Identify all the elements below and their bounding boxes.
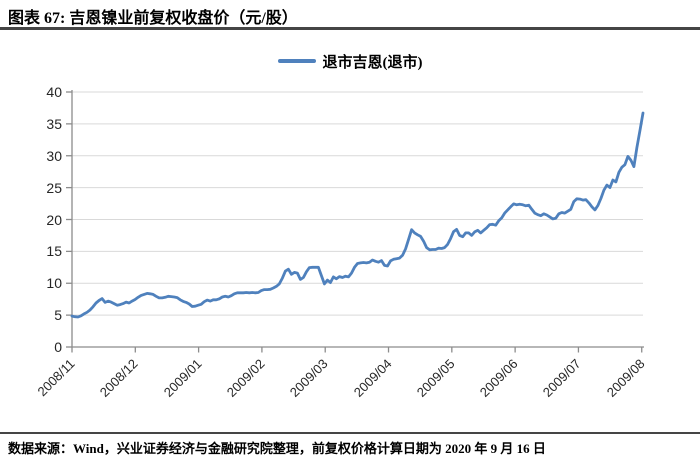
y-axis-tick-label: 15: [46, 243, 62, 260]
axes: [66, 90, 644, 353]
y-axis-tick-label: 25: [46, 179, 62, 196]
chart-legend: 退市吉恩(退市): [0, 51, 700, 71]
source-divider-rule: [0, 432, 700, 434]
y-axis-tick-label: 30: [46, 147, 62, 164]
y-axis-tick-label: 10: [46, 275, 62, 292]
gridlines: [72, 91, 643, 316]
y-axis-tick-label: 0: [54, 339, 62, 355]
price-line-series: [70, 111, 645, 319]
source-note: 数据来源：Wind，兴业证券经济与金融研究院整理，前复权价格计算日期为 2020…: [8, 441, 546, 456]
page-title: 图表 67: 吉恩镍业前复权收盘价（元/股）: [8, 10, 298, 27]
y-axis-tick-label: 5: [54, 307, 62, 324]
y-axis-tick-label: 20: [46, 211, 62, 228]
y-axis-tick-label: 35: [46, 115, 62, 132]
legend-series-label: 退市吉恩(退市): [322, 54, 423, 71]
title-divider-rule: [0, 27, 700, 30]
legend-line-icon: [277, 59, 316, 63]
y-axis-tick-label: 40: [46, 84, 62, 100]
price-line: [70, 111, 645, 319]
